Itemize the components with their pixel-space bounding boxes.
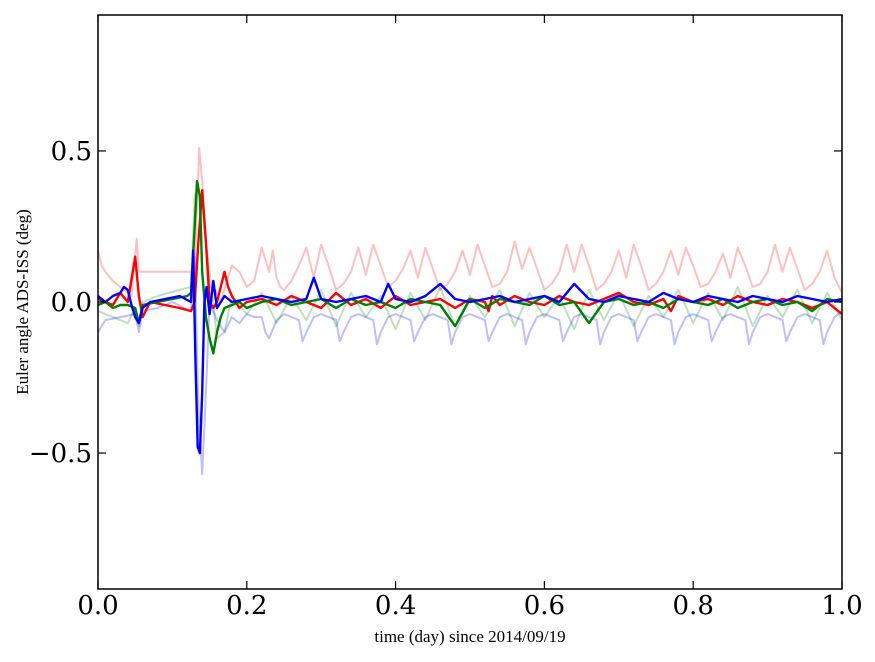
x-tick-label: 0.4 [375, 591, 416, 621]
y-tick-label: 0.5 [51, 137, 92, 167]
x-tick-label: 0.0 [77, 591, 118, 621]
y-tick-label: 0.0 [51, 288, 92, 318]
y-axis-label: Euler angle ADS-ISS (deg) [13, 209, 32, 395]
y-tick-label: −0.5 [29, 439, 92, 469]
series-line-3 [97, 188, 843, 319]
x-tick-label: 0.6 [524, 591, 565, 621]
tick-layer: 0.0 0.2 0.4 0.6 0.8 1.0 −0.5 0.0 0.5 [29, 15, 863, 621]
series-line-5 [97, 249, 843, 455]
series-layer [97, 146, 843, 476]
x-axis-label: time (day) since 2014/09/19 [374, 627, 565, 646]
x-tick-label: 0.8 [673, 591, 714, 621]
series-line-2 [97, 255, 843, 476]
x-tick-label: 1.0 [821, 591, 862, 621]
x-tick-label: 0.2 [226, 591, 267, 621]
